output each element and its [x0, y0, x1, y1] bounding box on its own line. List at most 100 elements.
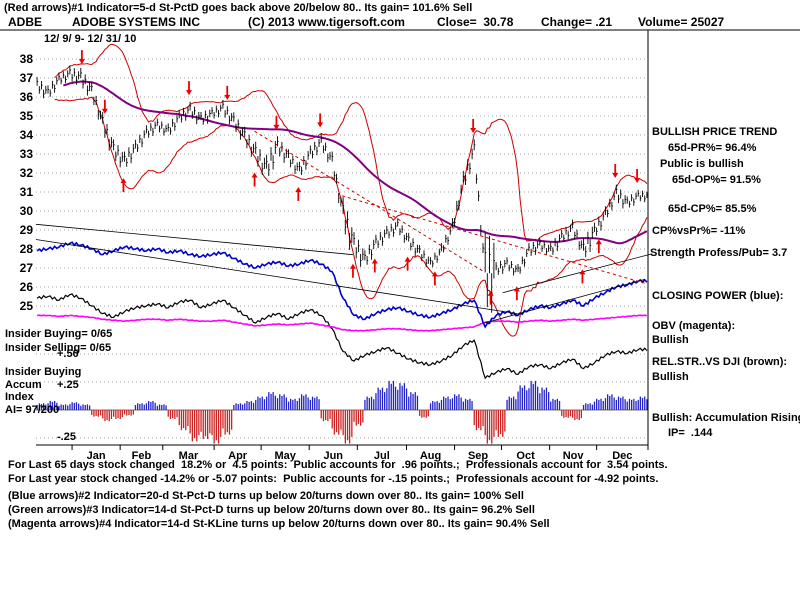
accum-bar — [187, 410, 189, 427]
accum-bar — [467, 399, 469, 410]
trendline — [502, 253, 653, 294]
y-axis-label: 29 — [20, 223, 34, 237]
accum-bar — [495, 410, 497, 431]
accum-bar — [239, 403, 242, 410]
accum-bar — [454, 394, 456, 410]
accum-bar — [115, 410, 117, 419]
accum-bar — [543, 389, 545, 410]
accum-bar — [152, 401, 154, 410]
signal-headline: (Red arrows)#1 Indicator=5-d St-PctD goe… — [4, 2, 473, 14]
accum-bar — [607, 394, 609, 410]
accum-bar — [217, 410, 220, 444]
ip-value: IP= .144 — [668, 427, 713, 439]
accum-bar — [434, 401, 436, 410]
y-axis-label: 32 — [20, 166, 34, 180]
accum-bar — [493, 410, 495, 437]
trendline — [35, 223, 353, 256]
accum-bar — [598, 399, 600, 410]
accum-bar — [368, 397, 370, 410]
accum-bar — [303, 395, 305, 410]
accum-bar — [554, 399, 556, 410]
copyright-text: (C) 2013 www.tigersoft.com — [248, 15, 405, 29]
accum-bar — [349, 410, 351, 444]
accum-bar — [556, 398, 558, 410]
accum-bar — [128, 410, 130, 415]
accum-bar — [178, 410, 180, 426]
accum-bar — [130, 410, 132, 416]
accum-bar — [486, 410, 488, 444]
sell-arrow-down — [224, 94, 231, 100]
accum-bar — [139, 404, 141, 410]
accum-bar — [412, 393, 414, 410]
accum-bar — [641, 397, 644, 410]
price-close-ticks — [37, 69, 648, 294]
accum-bar — [266, 396, 268, 410]
accum-bar — [333, 410, 335, 435]
insider-buying-label: Insider Buying — [5, 366, 82, 378]
accum-bar — [71, 402, 73, 410]
buy-arrow-up — [120, 178, 127, 184]
accum-bar — [517, 391, 519, 410]
month-label: Jan — [87, 450, 106, 462]
accum-bar — [250, 401, 252, 410]
accum-bar — [403, 383, 405, 410]
accum-bar — [331, 410, 333, 429]
accum-bar — [445, 397, 447, 410]
accum-bar — [329, 410, 331, 419]
accum-bar — [414, 392, 416, 410]
accum-bar — [565, 410, 567, 418]
accum-bar — [141, 403, 143, 410]
accum-bar — [602, 401, 604, 410]
accum-bar — [318, 399, 320, 410]
accum-bar — [325, 410, 327, 421]
accum-bar — [156, 405, 158, 410]
accum-label: Accum — [5, 379, 42, 391]
accum-bar — [204, 410, 207, 437]
accum-bar — [263, 399, 266, 410]
accum-bar — [322, 410, 325, 422]
accum-bar — [537, 386, 539, 410]
y-axis-label: 34 — [20, 128, 34, 142]
accum-bar — [473, 410, 475, 426]
accum-bar — [360, 410, 362, 426]
accum-bar — [386, 388, 388, 410]
accum-bar — [43, 403, 45, 410]
accum-bar — [432, 401, 434, 410]
accum-bar — [97, 410, 99, 417]
accum-bar — [117, 410, 119, 419]
accum-bar — [558, 401, 561, 410]
accum-bar — [550, 401, 552, 410]
accum-bar — [429, 403, 432, 410]
accum-bar — [399, 383, 401, 410]
accum-bar — [563, 410, 565, 418]
sell-arrow-down — [470, 128, 477, 134]
accum-bar — [311, 396, 314, 410]
accum-bar — [451, 398, 454, 410]
y-axis-label: 30 — [20, 204, 34, 218]
month-label: Nov — [563, 450, 585, 462]
accum-bar — [126, 410, 128, 416]
accum-bar — [298, 398, 301, 410]
trend-status: BULLISH PRICE TREND — [652, 126, 778, 138]
accum-bar — [438, 402, 440, 410]
accum-bar — [384, 392, 386, 410]
footer-line-2: For Last year stock changed -14.2% or -5… — [8, 473, 659, 485]
y-axis-label: 38 — [20, 52, 34, 66]
accum-bar — [259, 397, 261, 410]
accum-bar — [49, 401, 51, 410]
accum-bar — [351, 410, 353, 437]
month-label: Oct — [516, 450, 535, 462]
accum-bar — [211, 410, 213, 436]
accum-bar — [528, 388, 530, 410]
accum-bar — [327, 410, 329, 422]
date-range: 12/ 9/ 9- 12/ 31/ 10 — [44, 33, 137, 45]
accum-bar — [604, 398, 607, 410]
accum-bar — [167, 410, 169, 417]
buy-arrow-up — [349, 263, 356, 269]
accum-bar — [213, 410, 215, 444]
accum-bar — [64, 404, 67, 410]
accum-bar — [401, 385, 403, 410]
accum-bar — [75, 402, 78, 410]
accum-bar — [639, 396, 641, 410]
accum-bar — [60, 404, 62, 410]
